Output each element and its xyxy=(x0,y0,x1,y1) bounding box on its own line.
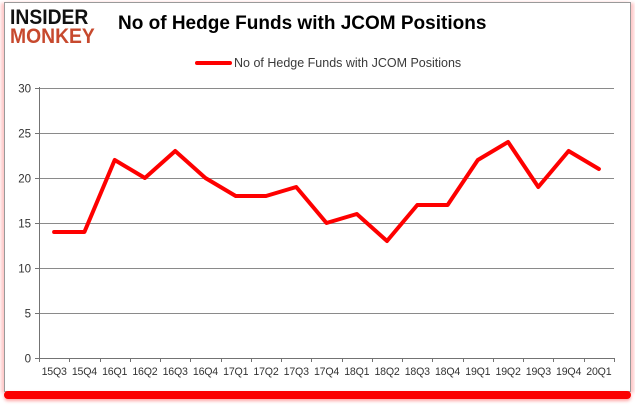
gridlines xyxy=(39,88,614,314)
x-tick-label: 16Q1 xyxy=(102,366,127,378)
y-axis-labels: 0 5 10 15 20 25 30 xyxy=(18,84,39,366)
x-tick-label: 17Q2 xyxy=(253,366,278,378)
y-tick-label: 25 xyxy=(18,129,31,141)
x-tick-label: 17Q3 xyxy=(284,366,309,378)
insider-monkey-logo: INSIDER MONKEY xyxy=(10,6,102,49)
chart-legend: No of Hedge Funds with JCOM Positions xyxy=(195,56,461,70)
x-tick-label: 16Q2 xyxy=(132,366,157,378)
bottom-accent-bar xyxy=(4,391,631,399)
x-tick-label: 15Q4 xyxy=(72,366,97,378)
chart-frame xyxy=(4,2,631,392)
y-tick-label: 20 xyxy=(18,174,31,186)
x-tick-label: 16Q3 xyxy=(163,366,188,378)
y-tick-label: 5 xyxy=(25,309,31,321)
x-tick-label: 18Q3 xyxy=(405,366,430,378)
x-tick-label: 19Q1 xyxy=(465,366,490,378)
x-tick-label: 18Q4 xyxy=(435,366,460,378)
x-tick-label: 20Q1 xyxy=(586,366,611,378)
x-tick-label: 19Q2 xyxy=(496,366,521,378)
x-tick-label: 19Q3 xyxy=(526,366,551,378)
x-tick-label: 19Q4 xyxy=(556,366,581,378)
x-axis-labels: 15Q3 15Q4 16Q1 16Q2 16Q3 16Q4 17Q1 17Q2 17Q3 17Q4… xyxy=(39,358,615,378)
x-tick-label: 18Q1 xyxy=(344,366,369,378)
y-tick-label: 30 xyxy=(18,84,31,96)
x-tick-label: 17Q1 xyxy=(223,366,248,378)
y-tick-label: 15 xyxy=(18,219,31,231)
axes xyxy=(39,87,614,359)
series-line xyxy=(52,140,601,243)
x-tick-label: 17Q4 xyxy=(314,366,339,378)
logo-word-monkey: MONKEY xyxy=(10,25,95,49)
logo-word-insider: INSIDER xyxy=(10,6,89,29)
y-tick-label: 0 xyxy=(25,354,31,366)
x-tick-label: 18Q2 xyxy=(374,366,399,378)
x-tick-label: 15Q3 xyxy=(42,366,67,378)
x-tick-label: 16Q4 xyxy=(193,366,218,378)
legend-line-swatch xyxy=(195,61,232,65)
chart-title: No of Hedge Funds with JCOM Positions xyxy=(118,13,487,34)
y-tick-label: 10 xyxy=(18,264,31,276)
legend-label: No of Hedge Funds with JCOM Positions xyxy=(234,56,462,70)
